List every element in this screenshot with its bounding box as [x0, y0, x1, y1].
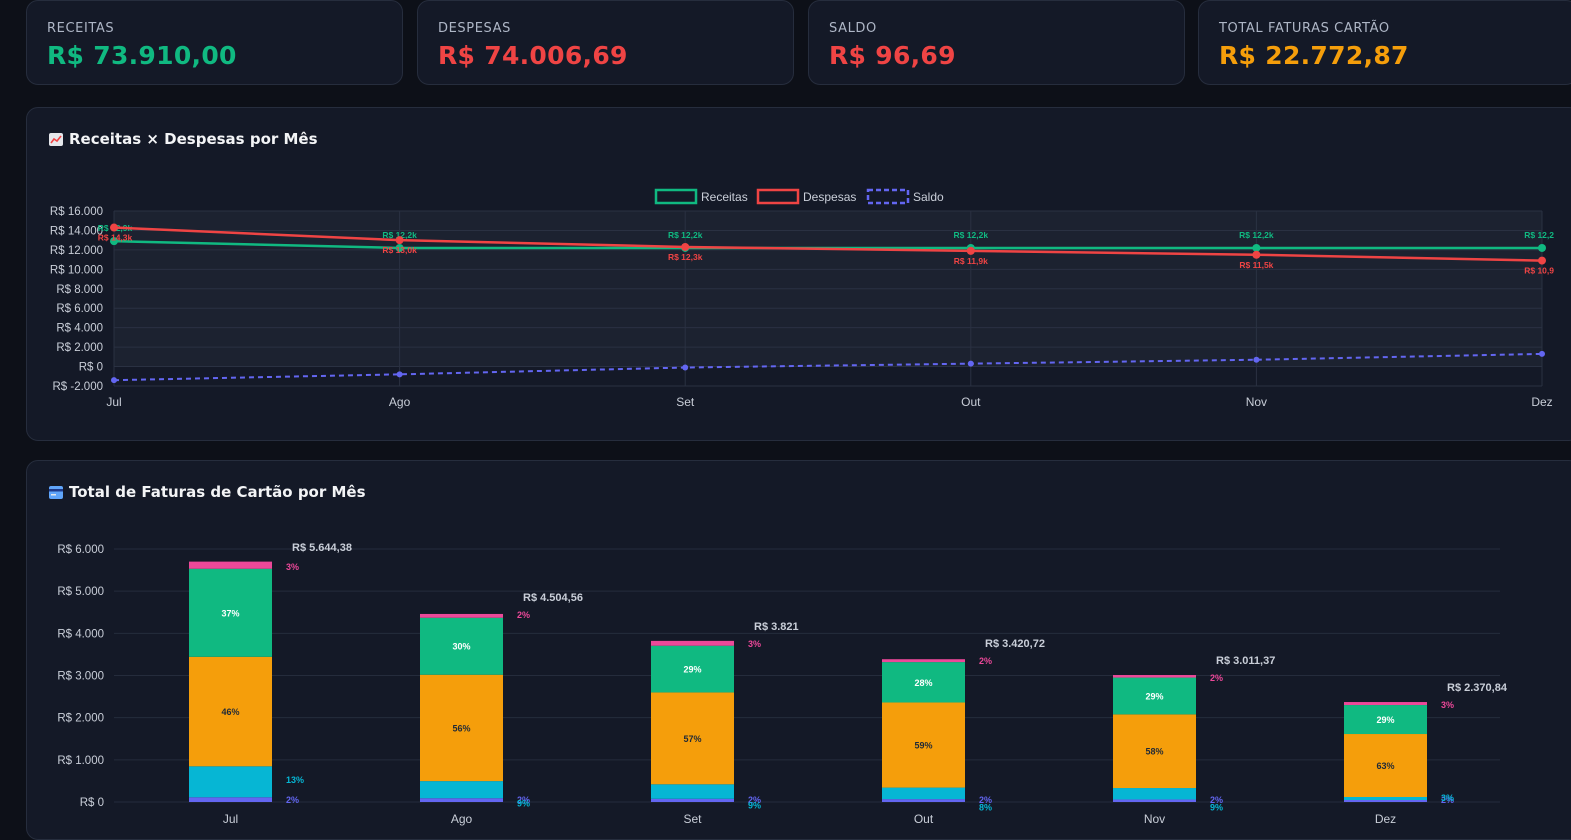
credit-card-icon — [49, 485, 63, 499]
kpi-card-receitas: RECEITAS R$ 73.910,00 — [26, 0, 403, 85]
kpi-label: SALDO — [829, 21, 877, 36]
bar-chart-title: Total de Faturas de Cartão por Mês — [49, 483, 366, 501]
bar-chart-title-text: Total de Faturas de Cartão por Mês — [69, 483, 366, 501]
line-chart-title-text: Receitas × Despesas por Mês — [69, 130, 318, 148]
line-chart-title: Receitas × Despesas por Mês — [49, 130, 318, 148]
kpi-label: TOTAL FATURAS CARTÃO — [1219, 21, 1390, 36]
line-chart-panel: Receitas × Despesas por Mês — [26, 107, 1571, 441]
bar-chart-panel: Total de Faturas de Cartão por Mês — [26, 460, 1571, 840]
kpi-value: R$ 73.910,00 — [47, 41, 237, 70]
kpi-card-faturas: TOTAL FATURAS CARTÃO R$ 22.772,87 — [1198, 0, 1571, 85]
kpi-value: R$ 74.006,69 — [438, 41, 628, 70]
kpi-value: R$ 96,69 — [829, 41, 956, 70]
kpi-label: RECEITAS — [47, 21, 115, 36]
kpi-card-despesas: DESPESAS R$ 74.006,69 — [417, 0, 794, 85]
chart-increasing-icon — [49, 132, 63, 146]
kpi-value: R$ 22.772,87 — [1219, 41, 1409, 70]
kpi-label: DESPESAS — [438, 21, 511, 36]
kpi-card-saldo: SALDO R$ 96,69 — [808, 0, 1185, 85]
